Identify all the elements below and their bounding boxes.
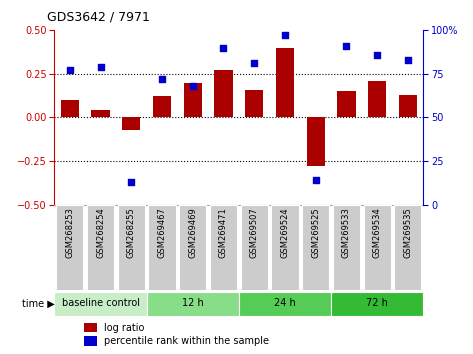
Bar: [245, 90, 263, 118]
Bar: [184, 82, 202, 118]
Point: [189, 83, 197, 89]
Point: [281, 33, 289, 38]
Text: percentile rank within the sample: percentile rank within the sample: [104, 336, 269, 346]
Bar: [241, 205, 268, 290]
Bar: [368, 81, 386, 118]
Bar: [153, 97, 171, 118]
Bar: [333, 205, 360, 290]
Bar: [91, 110, 110, 118]
Bar: [214, 70, 233, 118]
Text: GSM269469: GSM269469: [188, 207, 197, 258]
Text: baseline control: baseline control: [61, 298, 140, 308]
Bar: [364, 205, 391, 290]
Text: log ratio: log ratio: [104, 323, 145, 333]
Bar: [337, 91, 356, 118]
Bar: [56, 205, 83, 290]
Bar: [272, 205, 298, 290]
Point: [66, 68, 74, 73]
Point: [158, 76, 166, 82]
Text: GSM269533: GSM269533: [342, 207, 351, 258]
Point: [251, 61, 258, 66]
Bar: [147, 292, 239, 316]
Bar: [149, 205, 175, 290]
Point: [342, 43, 350, 48]
Text: GSM269471: GSM269471: [219, 207, 228, 258]
Point: [374, 52, 381, 57]
Text: 24 h: 24 h: [274, 298, 296, 308]
Text: GSM268254: GSM268254: [96, 207, 105, 258]
Text: time ▶: time ▶: [22, 298, 55, 308]
Bar: [118, 205, 145, 290]
Bar: [276, 47, 294, 118]
Bar: [61, 100, 79, 118]
Bar: [87, 205, 114, 290]
Bar: [307, 118, 325, 166]
Text: GSM269534: GSM269534: [373, 207, 382, 258]
Point: [128, 179, 135, 185]
Bar: [331, 292, 423, 316]
Bar: [84, 336, 97, 346]
Bar: [394, 205, 421, 290]
Point: [96, 64, 104, 70]
Bar: [179, 205, 206, 290]
Bar: [302, 205, 329, 290]
Bar: [239, 292, 331, 316]
Point: [219, 45, 227, 50]
Text: GSM269507: GSM269507: [250, 207, 259, 258]
Text: 72 h: 72 h: [366, 298, 388, 308]
Bar: [84, 323, 97, 332]
Text: GSM269467: GSM269467: [158, 207, 166, 258]
Bar: [122, 118, 140, 130]
Point: [404, 57, 412, 63]
Text: GSM268255: GSM268255: [127, 207, 136, 258]
Text: GSM269525: GSM269525: [311, 207, 320, 258]
Text: 12 h: 12 h: [182, 298, 203, 308]
Bar: [210, 205, 237, 290]
Text: GDS3642 / 7971: GDS3642 / 7971: [47, 10, 150, 23]
Point: [312, 178, 320, 183]
Bar: [54, 292, 147, 316]
Bar: [399, 95, 417, 118]
Text: GSM269535: GSM269535: [403, 207, 412, 258]
Text: GSM268253: GSM268253: [65, 207, 74, 258]
Text: GSM269524: GSM269524: [280, 207, 289, 258]
